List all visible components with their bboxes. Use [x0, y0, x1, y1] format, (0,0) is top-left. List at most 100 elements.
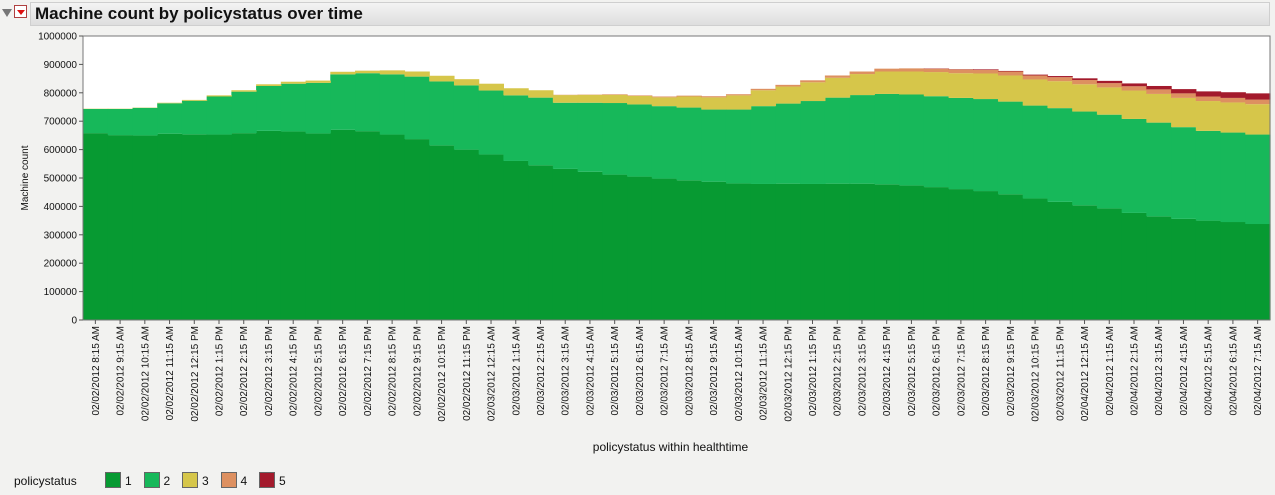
area-segment — [528, 165, 554, 320]
disclosure-triangle-icon[interactable] — [2, 9, 12, 17]
area-segment — [725, 109, 752, 184]
area-segment — [404, 76, 430, 140]
x-tick-label: 02/02/2012 11:15 AM — [165, 326, 176, 420]
area-segment — [775, 103, 801, 184]
area-segment — [181, 99, 208, 101]
area-segment — [899, 94, 925, 186]
area-segment — [552, 95, 579, 103]
area-segment — [973, 69, 999, 74]
area-segment — [1121, 83, 1147, 87]
x-tick-label: 02/03/2012 6:15 AM — [635, 326, 646, 416]
area-segment — [874, 71, 900, 94]
area-segment — [800, 82, 826, 102]
area-segment — [701, 109, 727, 182]
y-tick-label: 600000 — [44, 145, 78, 156]
area-segment — [725, 95, 752, 110]
area-segment — [602, 94, 628, 95]
y-tick-label: 400000 — [44, 202, 78, 213]
area-segment — [1072, 84, 1098, 112]
x-tick-label: 02/02/2012 4:15 PM — [289, 326, 300, 416]
x-tick-label: 02/04/2012 4:15 AM — [1179, 326, 1190, 416]
area-segment — [1096, 83, 1123, 88]
area-segment — [899, 185, 925, 320]
area-segment — [1195, 91, 1222, 97]
area-segment — [157, 133, 183, 320]
x-tick-label: 02/03/2012 2:15 AM — [536, 326, 547, 416]
area-segment — [874, 93, 900, 185]
area-segment — [1245, 134, 1271, 225]
series-4 — [552, 68, 1271, 105]
area-segment — [824, 97, 851, 184]
legend: policystatus 1 2 3 4 5 — [0, 466, 600, 494]
area-segment — [997, 71, 1024, 76]
area-segment — [206, 134, 232, 320]
area-segment — [602, 94, 628, 104]
area-segment — [948, 97, 974, 190]
area-segment — [899, 71, 925, 95]
x-tick-label: 02/03/2012 12:15 AM — [487, 326, 498, 421]
y-tick-label: 900000 — [44, 60, 78, 71]
legend-swatch — [105, 472, 121, 488]
x-tick-label: 02/03/2012 10:15 AM — [734, 326, 745, 421]
x-tick-label: 02/04/2012 5:15 AM — [1204, 326, 1215, 416]
x-tick-label: 02/03/2012 11:15 PM — [1055, 326, 1066, 421]
x-tick-label: 02/02/2012 6:15 PM — [338, 326, 349, 416]
area-segment — [1047, 108, 1073, 202]
legend-label: 3 — [202, 474, 209, 488]
area-segment — [1121, 212, 1147, 320]
area-segment — [997, 70, 1024, 72]
x-tick-label: 02/03/2012 11:15 AM — [759, 326, 770, 420]
area-segment — [1245, 93, 1271, 100]
legend-title: policystatus — [14, 474, 77, 488]
area-segment — [453, 79, 480, 86]
x-tick-label: 02/03/2012 3:15 PM — [857, 326, 868, 416]
area-segment — [1072, 111, 1098, 206]
area-segment — [355, 73, 381, 132]
area-segment — [824, 75, 851, 78]
area-segment — [1096, 208, 1123, 320]
area-segment — [1047, 81, 1073, 109]
area-segment — [330, 71, 356, 75]
area-segment — [355, 70, 381, 74]
area-segment — [701, 97, 727, 110]
area-segment — [750, 183, 777, 320]
area-segment — [997, 101, 1024, 195]
x-tick-label: 02/02/2012 11:15 PM — [462, 326, 473, 421]
area-segment — [602, 174, 628, 320]
x-tick-label: 02/02/2012 8:15 PM — [388, 326, 399, 416]
area-segment — [379, 134, 406, 320]
area-segment — [231, 133, 257, 320]
y-tick-label: 1000000 — [38, 32, 77, 43]
area-segment — [305, 133, 331, 320]
area-segment — [1195, 101, 1222, 131]
x-axis-label: policystatus within healthtime — [593, 440, 749, 454]
x-tick-label: 02/03/2012 1:15 AM — [511, 326, 522, 416]
area-segment — [478, 90, 504, 155]
area-segment — [157, 103, 183, 134]
area-segment — [1220, 92, 1246, 98]
area-segment — [701, 96, 727, 98]
area-segment — [256, 85, 282, 131]
red-triangle-menu-icon[interactable] — [14, 5, 27, 18]
area-segment — [305, 82, 331, 134]
series-2 — [83, 73, 1271, 225]
area-segment — [627, 95, 653, 96]
area-segment — [280, 81, 307, 84]
x-tick-label: 02/03/2012 6:15 PM — [932, 326, 943, 416]
x-tick-label: 02/03/2012 8:15 AM — [684, 326, 695, 416]
area-segment — [1096, 114, 1123, 209]
area-segment — [849, 183, 875, 320]
area-segment — [1220, 222, 1246, 320]
y-tick-label: 200000 — [44, 259, 78, 270]
area-segment — [577, 94, 603, 103]
x-tick-label: 02/03/2012 4:15 PM — [882, 326, 893, 416]
area-segment — [231, 90, 257, 92]
area-segment — [1022, 75, 1049, 80]
x-tick-label: 02/02/2012 8:15 AM — [91, 326, 102, 416]
x-tick-label: 02/02/2012 5:15 PM — [313, 326, 324, 416]
legend-swatch — [182, 472, 198, 488]
area-segment — [948, 189, 974, 320]
x-tick-label: 02/03/2012 9:15 PM — [1006, 326, 1017, 416]
area-segment — [206, 96, 232, 135]
y-axis-label: Machine count — [20, 145, 31, 210]
